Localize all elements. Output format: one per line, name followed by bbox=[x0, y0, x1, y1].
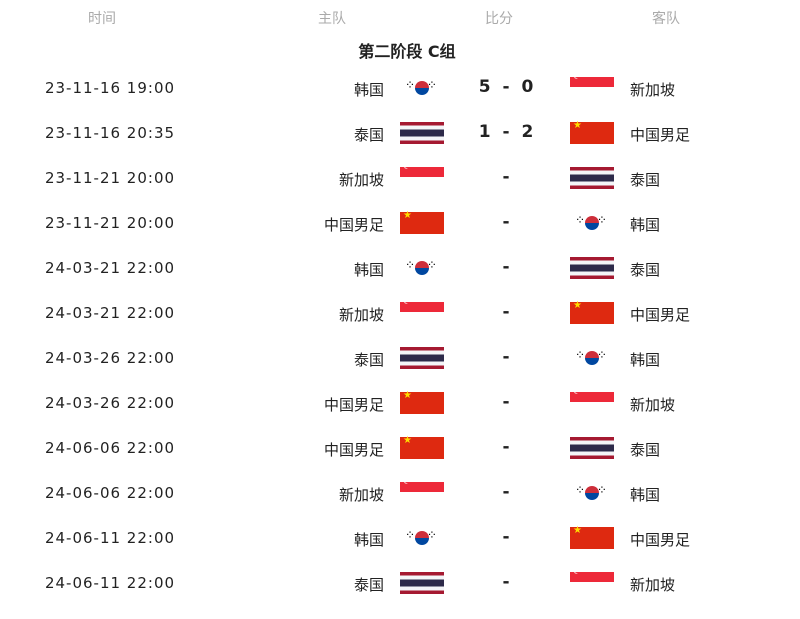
away-team: 韩国 bbox=[630, 351, 661, 369]
away-team: 泰国 bbox=[630, 441, 661, 459]
match-time: 24-03-26 22:00 bbox=[44, 349, 176, 367]
home-team: 韩国 bbox=[353, 531, 384, 549]
group-title: 第二阶段 C组 bbox=[358, 42, 456, 61]
match-row[interactable]: 23-11-21 20:00 中国男足 - 韩国 bbox=[0, 210, 800, 259]
away-team: 中国男足 bbox=[630, 306, 691, 324]
home-flag-icon bbox=[400, 210, 444, 234]
home-team: 新加坡 bbox=[338, 171, 384, 189]
away-flag-icon bbox=[570, 300, 614, 324]
header-away: 客队 bbox=[652, 11, 680, 27]
home-flag-icon bbox=[400, 390, 444, 414]
away-team: 新加坡 bbox=[630, 396, 676, 414]
match-time: 23-11-21 20:00 bbox=[44, 214, 176, 232]
match-row[interactable]: 23-11-16 20:35 泰国 1 - 2 中国男足 bbox=[0, 120, 800, 169]
away-team: 韩国 bbox=[630, 486, 661, 504]
match-time: 23-11-16 19:00 bbox=[44, 79, 176, 97]
home-flag-icon bbox=[400, 435, 444, 459]
match-score: - bbox=[502, 482, 513, 502]
match-time: 24-03-26 22:00 bbox=[44, 394, 176, 412]
match-score: - bbox=[502, 572, 513, 592]
away-team: 泰国 bbox=[630, 171, 661, 189]
match-score: 1 - 2 bbox=[478, 122, 537, 142]
match-score: - bbox=[502, 257, 513, 277]
away-flag-icon bbox=[570, 482, 614, 504]
match-score: - bbox=[502, 212, 513, 232]
home-flag-icon bbox=[400, 477, 444, 504]
home-team: 中国男足 bbox=[323, 396, 384, 414]
away-team: 韩国 bbox=[630, 216, 661, 234]
away-flag-icon bbox=[570, 347, 614, 369]
home-flag-icon bbox=[400, 572, 444, 594]
home-flag-icon bbox=[400, 297, 444, 324]
away-flag-icon bbox=[570, 212, 614, 234]
away-flag-icon bbox=[570, 257, 614, 279]
home-team: 韩国 bbox=[353, 81, 384, 99]
match-score: - bbox=[502, 347, 513, 367]
match-score: 5 - 0 bbox=[478, 77, 537, 97]
match-time: 23-11-21 20:00 bbox=[44, 169, 176, 187]
home-flag-icon bbox=[400, 77, 444, 99]
header-time: 时间 bbox=[88, 11, 116, 27]
home-team: 新加坡 bbox=[338, 486, 384, 504]
home-flag-icon bbox=[400, 527, 444, 549]
away-flag-icon bbox=[570, 167, 614, 189]
away-flag-icon bbox=[570, 120, 614, 144]
match-score: - bbox=[502, 167, 513, 187]
home-team: 中国男足 bbox=[323, 216, 384, 234]
match-row[interactable]: 23-11-16 19:00 韩国 5 - 0 新加坡 bbox=[0, 72, 800, 124]
match-time: 24-03-21 22:00 bbox=[44, 259, 176, 277]
match-score: - bbox=[502, 527, 513, 547]
match-row[interactable]: 24-03-26 22:00 泰国 - 韩国 bbox=[0, 347, 800, 394]
away-team: 泰国 bbox=[630, 261, 661, 279]
match-row[interactable]: 24-03-21 22:00 韩国 - 泰国 bbox=[0, 257, 800, 304]
home-team: 泰国 bbox=[353, 576, 384, 594]
match-time: 24-06-11 22:00 bbox=[44, 529, 176, 547]
match-time: 24-06-06 22:00 bbox=[44, 439, 176, 457]
away-flag-icon bbox=[570, 72, 614, 99]
match-time: 24-06-11 22:00 bbox=[44, 574, 176, 592]
home-team: 新加坡 bbox=[338, 306, 384, 324]
home-flag-icon bbox=[400, 347, 444, 369]
match-row[interactable]: 24-06-11 22:00 韩国 - 中国男足 bbox=[0, 525, 800, 574]
match-time: 23-11-16 20:35 bbox=[44, 124, 176, 142]
away-team: 中国男足 bbox=[630, 126, 691, 144]
home-flag-icon bbox=[400, 257, 444, 279]
home-team: 泰国 bbox=[353, 126, 384, 144]
match-row[interactable]: 24-06-11 22:00 泰国 - 新加坡 bbox=[0, 567, 800, 619]
away-team: 新加坡 bbox=[630, 81, 676, 99]
home-team: 中国男足 bbox=[323, 441, 384, 459]
match-row[interactable]: 24-06-06 22:00 新加坡 - 韩国 bbox=[0, 477, 800, 529]
match-time: 24-06-06 22:00 bbox=[44, 484, 176, 502]
away-flag-icon bbox=[570, 387, 614, 414]
home-team: 泰国 bbox=[353, 351, 384, 369]
home-flag-icon bbox=[400, 162, 444, 189]
match-row[interactable]: 24-03-26 22:00 中国男足 - 新加坡 bbox=[0, 387, 800, 439]
match-row[interactable]: 24-03-21 22:00 新加坡 - 中国男足 bbox=[0, 297, 800, 349]
header-home: 主队 bbox=[318, 11, 346, 27]
home-team: 韩国 bbox=[353, 261, 384, 279]
match-row[interactable]: 23-11-21 20:00 新加坡 - 泰国 bbox=[0, 162, 800, 214]
match-score: - bbox=[502, 437, 513, 457]
header-score: 比分 bbox=[485, 11, 513, 27]
away-team: 新加坡 bbox=[630, 576, 676, 594]
match-score: - bbox=[502, 392, 513, 412]
match-row[interactable]: 24-06-06 22:00 中国男足 - 泰国 bbox=[0, 435, 800, 484]
match-time: 24-03-21 22:00 bbox=[44, 304, 176, 322]
away-team: 中国男足 bbox=[630, 531, 691, 549]
home-flag-icon bbox=[400, 122, 444, 144]
away-flag-icon bbox=[570, 567, 614, 594]
match-score: - bbox=[502, 302, 513, 322]
away-flag-icon bbox=[570, 525, 614, 549]
away-flag-icon bbox=[570, 437, 614, 459]
